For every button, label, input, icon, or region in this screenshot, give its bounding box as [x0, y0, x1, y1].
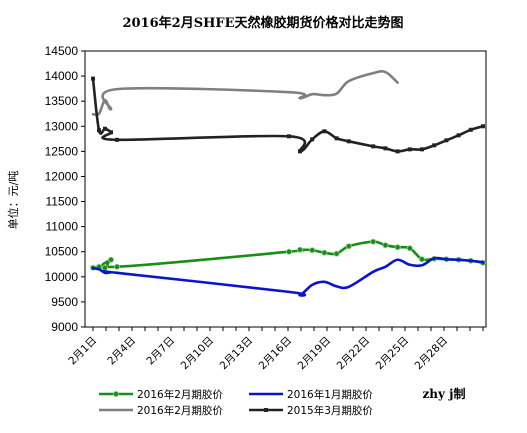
- series-4-point: [298, 149, 302, 154]
- series-1-point: [296, 246, 303, 253]
- series-4-point: [334, 136, 339, 141]
- series-4-point: [371, 144, 376, 149]
- series-1-point: [333, 250, 340, 257]
- series-1-point: [406, 245, 413, 252]
- series-4-point: [407, 147, 412, 152]
- series-1-point: [309, 247, 316, 254]
- y-tick-label: 9500: [51, 295, 78, 309]
- x-tick-label: 2月1日: [66, 335, 99, 368]
- series-1-point: [370, 238, 377, 245]
- y-tick-label: 12000: [45, 169, 79, 183]
- y-tick-label: 10000: [45, 270, 79, 284]
- legend-marker-4: [264, 408, 268, 412]
- y-tick-label: 12500: [45, 144, 79, 158]
- x-tick-label: 2月10日: [179, 335, 217, 373]
- series-4-point: [481, 124, 485, 129]
- y-tick-label: 11000: [46, 220, 79, 234]
- series-line-4: [91, 77, 485, 153]
- y-tick-label: 13000: [45, 119, 79, 133]
- x-tick-label: 2月16日: [257, 335, 295, 373]
- series-line-3: [91, 69, 399, 117]
- y-tick-label: 13500: [45, 94, 79, 108]
- series-layer: [90, 69, 486, 297]
- plot-area: [84, 50, 487, 328]
- series-4-point: [97, 128, 101, 133]
- series-4-point: [395, 149, 400, 154]
- series-4-point: [468, 127, 473, 132]
- x-axis: 2月1日 2月4日 2月7日 2月10日 2月13日 2月16日 2月19日 2月22日 2月2…: [66, 327, 484, 373]
- legend: 2016年2月期胶价 2016年1月期胶价 2016年2月期胶价 2015年3月期胶价: [99, 388, 373, 417]
- x-tick-label: 2月13日: [218, 335, 256, 373]
- x-tick-label: 2月19日: [296, 335, 334, 373]
- series-1-point: [382, 242, 389, 249]
- series-4-point: [444, 138, 449, 143]
- series-1-point: [114, 263, 121, 270]
- x-tick-label: 2月28日: [413, 335, 451, 373]
- series-1-point: [108, 256, 115, 263]
- y-tick-label: 14500: [45, 44, 79, 58]
- y-axis: 9000 9500 10000 10500 11000 11500 12000 12500 13…: [45, 44, 85, 334]
- x-tick-label: 2月25日: [374, 335, 412, 373]
- legend-label-1: 2016年2月期胶价: [137, 388, 223, 401]
- legend-marker-1: [113, 390, 120, 397]
- x-tick-label: 2月7日: [144, 335, 177, 368]
- chart-credit: zhy j制: [422, 386, 465, 401]
- chart-title: 2016年2月SHFE天然橡胶期货价格对比走势图: [122, 15, 403, 31]
- series-1-point: [285, 248, 292, 255]
- y-axis-label: 单位：元/吨: [6, 171, 20, 230]
- y-tick-label: 14000: [45, 69, 79, 83]
- series-1-point: [418, 256, 425, 263]
- x-tick-label: 2月4日: [105, 335, 138, 368]
- series-4-point: [103, 126, 107, 131]
- series-4-point: [115, 137, 119, 142]
- x-tick-label: 2月22日: [335, 335, 373, 373]
- legend-label-3: 2016年2月期胶价: [137, 404, 223, 417]
- series-line-2: [91, 256, 485, 297]
- legend-label-4: 2015年3月期胶价: [287, 404, 373, 417]
- series-4-point: [310, 137, 315, 142]
- series-1-point: [102, 264, 109, 271]
- series-4-point: [456, 133, 461, 138]
- series-4-point: [346, 139, 351, 144]
- y-tick-label: 10500: [45, 245, 79, 259]
- y-tick-label: 11500: [46, 195, 79, 209]
- series-1-point: [321, 249, 328, 256]
- series-4-point: [91, 76, 95, 81]
- series-4-point: [383, 146, 388, 151]
- series-1-point: [394, 244, 401, 251]
- y-tick-label: 9000: [51, 320, 78, 334]
- series-4-point: [322, 129, 327, 134]
- series-4-point: [287, 134, 291, 139]
- series-4-point: [432, 143, 437, 148]
- legend-label-2: 2016年1月期胶价: [287, 388, 373, 401]
- plot-frame: [84, 50, 487, 328]
- series-4-point: [420, 147, 424, 152]
- series-4-point: [109, 130, 113, 135]
- series-1-point: [345, 243, 352, 250]
